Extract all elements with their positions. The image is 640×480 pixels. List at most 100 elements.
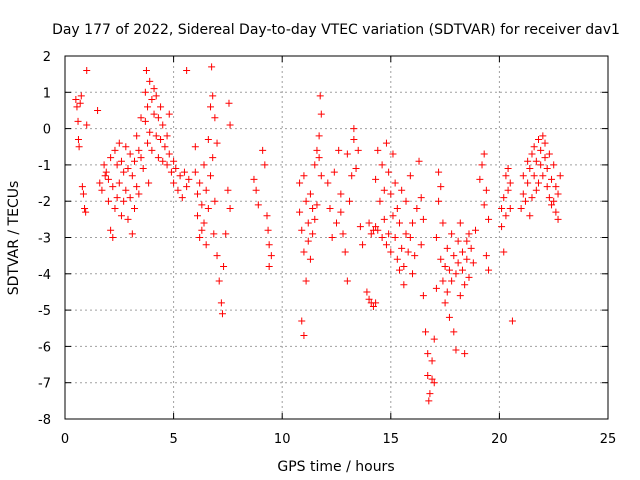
- data-point: [101, 172, 109, 180]
- data-point: [333, 219, 340, 227]
- data-point: [387, 248, 395, 256]
- data-point: [409, 270, 417, 278]
- data-point: [259, 146, 267, 154]
- data-point: [391, 234, 399, 241]
- data-point: [395, 219, 403, 227]
- data-point: [404, 248, 412, 256]
- data-point: [389, 150, 397, 158]
- data-point: [198, 226, 206, 234]
- data-point: [445, 266, 453, 274]
- data-point: [409, 219, 417, 227]
- data-point: [548, 175, 556, 183]
- data-point: [550, 161, 558, 169]
- data-point: [191, 168, 199, 176]
- data-point: [207, 103, 215, 111]
- data-point: [298, 317, 306, 325]
- data-point: [419, 215, 427, 223]
- data-point: [131, 204, 139, 212]
- data-point: [463, 255, 471, 263]
- data-point: [530, 172, 538, 180]
- data-point: [337, 190, 345, 198]
- data-point: [502, 212, 510, 220]
- data-point: [94, 106, 102, 114]
- data-point: [139, 165, 147, 173]
- data-point: [430, 335, 438, 343]
- data-point: [120, 168, 128, 176]
- data-point: [170, 179, 178, 187]
- data-point: [439, 219, 447, 227]
- data-point: [458, 266, 466, 274]
- data-point: [296, 208, 304, 216]
- data-point: [306, 255, 314, 263]
- data-point: [465, 230, 473, 238]
- data-point: [309, 230, 317, 238]
- data-point: [448, 230, 456, 238]
- data-point: [111, 204, 119, 212]
- data-point: [165, 110, 173, 118]
- y-tick-label: -2: [38, 195, 51, 210]
- data-point: [432, 284, 440, 292]
- data-point: [157, 135, 165, 143]
- data-point: [441, 263, 449, 271]
- data-point: [485, 215, 493, 223]
- data-point: [178, 194, 186, 202]
- data-point: [159, 157, 167, 165]
- data-point: [300, 332, 308, 340]
- data-point: [311, 215, 319, 223]
- data-point: [74, 135, 82, 143]
- data-point: [83, 67, 91, 75]
- data-point: [521, 197, 529, 205]
- data-point: [144, 103, 152, 111]
- data-point: [180, 168, 188, 176]
- data-point: [374, 146, 382, 154]
- data-point: [317, 172, 325, 180]
- data-point: [346, 197, 354, 205]
- data-point: [135, 190, 143, 198]
- data-point: [556, 172, 564, 180]
- y-tick-label: 1: [43, 86, 51, 101]
- data-point: [517, 204, 525, 212]
- data-point: [506, 179, 514, 187]
- data-point: [532, 186, 540, 194]
- data-point: [137, 114, 145, 122]
- data-point: [524, 157, 532, 165]
- y-tick-label: 0: [43, 123, 51, 138]
- data-point: [393, 255, 401, 263]
- data-point: [454, 237, 462, 245]
- data-point: [485, 266, 493, 274]
- data-point: [393, 204, 401, 212]
- data-point: [402, 230, 410, 238]
- data-point: [528, 194, 536, 202]
- data-point: [115, 139, 123, 147]
- data-point: [419, 292, 427, 300]
- data-point: [498, 223, 506, 231]
- data-point: [339, 230, 347, 238]
- data-point: [450, 252, 458, 260]
- data-point: [146, 77, 154, 85]
- data-point: [311, 161, 319, 169]
- data-point: [411, 252, 419, 260]
- data-point: [508, 317, 516, 325]
- data-point: [354, 146, 362, 154]
- data-point: [450, 328, 458, 336]
- data-point: [372, 299, 380, 307]
- data-point: [526, 165, 534, 173]
- data-point: [154, 154, 162, 162]
- data-point: [157, 103, 165, 111]
- data-point: [298, 226, 306, 234]
- data-point: [437, 183, 445, 191]
- data-point: [504, 186, 512, 194]
- data-point: [163, 161, 171, 169]
- data-point: [200, 161, 208, 169]
- data-point: [124, 165, 132, 173]
- data-point: [400, 281, 408, 289]
- ticks-layer: 0 5 10 15 20 25 -8 -7 -6 -5 -4 -3 -2 -1 0 1 2: [38, 50, 616, 447]
- data-point: [537, 146, 545, 154]
- data-point: [263, 212, 271, 220]
- data-point: [398, 186, 406, 194]
- data-point: [458, 248, 466, 256]
- grid-layer: [65, 56, 608, 419]
- data-point: [463, 237, 471, 245]
- data-point: [315, 154, 323, 162]
